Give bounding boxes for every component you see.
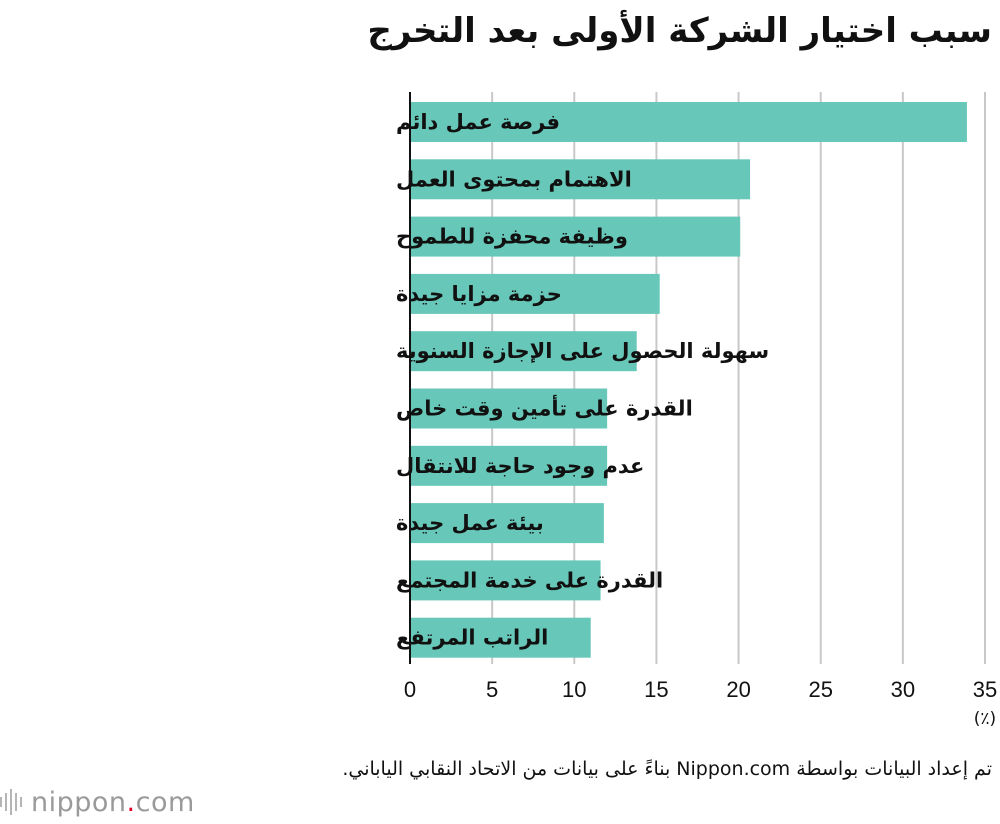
bar bbox=[410, 617, 591, 658]
bar bbox=[410, 273, 660, 314]
logo-mark-icon bbox=[0, 789, 22, 815]
bar bbox=[410, 102, 967, 142]
bars bbox=[410, 102, 967, 658]
bar bbox=[410, 503, 604, 544]
x-tick-label: 25 bbox=[808, 677, 832, 702]
category-label: الاهتمام بمحتوى العمل bbox=[396, 167, 632, 191]
category-label: الراتب المرتفع bbox=[396, 626, 548, 650]
x-tick-label: 0 bbox=[404, 677, 416, 702]
category-label: سهولة الحصول على الإجازة السنوية bbox=[396, 339, 769, 363]
x-tick-label: 10 bbox=[562, 677, 586, 702]
bar bbox=[410, 216, 741, 257]
x-axis-ticks: 0 5 10 15 20 25 30 35 bbox=[404, 677, 997, 702]
logo-text: nippon.com bbox=[31, 786, 195, 818]
x-tick-label: 35 bbox=[973, 677, 997, 702]
x-tick-label: 15 bbox=[644, 677, 668, 702]
unit-label: (٪) bbox=[974, 709, 996, 729]
category-label: وظيفة محفزة للطموح bbox=[396, 225, 628, 249]
category-label: القدرة على خدمة المجتمع bbox=[396, 568, 663, 592]
bar bbox=[410, 159, 751, 200]
bar bbox=[410, 560, 601, 601]
category-label: عدم وجود حاجة للانتقال bbox=[396, 454, 644, 478]
x-tick-label: 30 bbox=[891, 677, 915, 702]
chart-title: سبب اختيار الشركة الأولى بعد التخرج bbox=[367, 11, 992, 51]
source-note: تم إعداد البيانات بواسطة Nippon.com بناء… bbox=[342, 758, 992, 780]
category-label: حزمة مزايا جيدة bbox=[396, 282, 562, 306]
category-label: فرصة عمل دائم bbox=[396, 110, 560, 134]
x-tick-label: 5 bbox=[486, 677, 498, 702]
nippon-logo: nippon.com bbox=[0, 784, 195, 820]
x-tick-label: 20 bbox=[726, 677, 750, 702]
bar bbox=[410, 445, 608, 486]
bar bbox=[410, 388, 608, 429]
category-label: بيئة عمل جيدة bbox=[396, 511, 544, 535]
bar bbox=[410, 331, 637, 372]
category-labels: فرصة عمل دائم الاهتمام بمحتوى العمل وظيفة … bbox=[396, 110, 769, 650]
category-label: القدرة على تأمين وقت خاص bbox=[396, 394, 693, 421]
bar-chart: فرصة عمل دائم الاهتمام بمحتوى العمل وظيفة … bbox=[396, 92, 997, 729]
